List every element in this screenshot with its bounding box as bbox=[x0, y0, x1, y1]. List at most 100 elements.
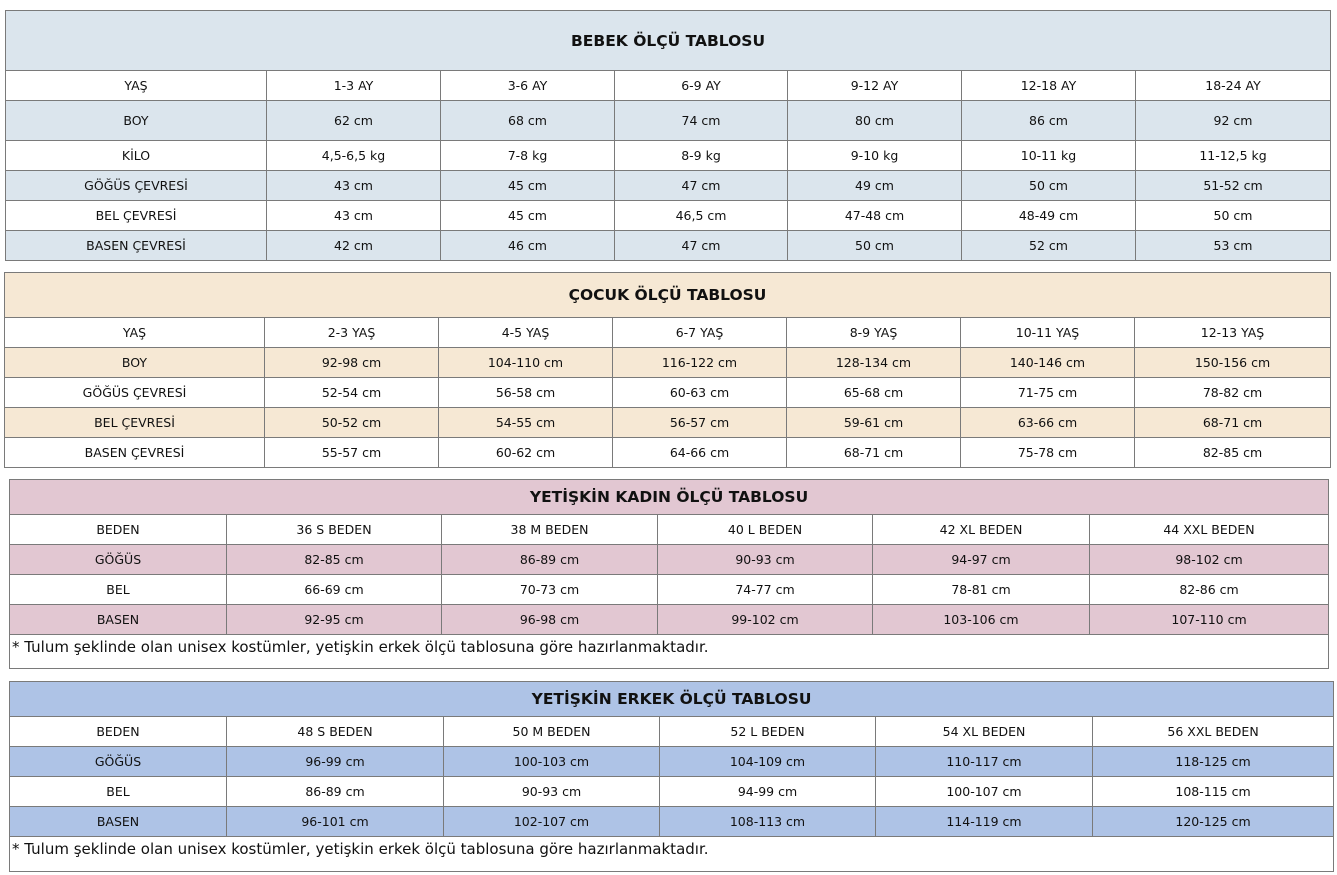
table-cell: 86-89 cm bbox=[226, 776, 444, 807]
column-header: 40 L BEDEN bbox=[657, 514, 873, 545]
table-cell: 56-58 cm bbox=[438, 377, 613, 408]
table-row: BEL 66-69 cm 70-73 cm 74-77 cm 78-81 cm 82-86… bbox=[9, 574, 1330, 605]
table-cell: 47 cm bbox=[614, 230, 788, 261]
table-title: BEBEK ÖLÇÜ TABLOSU bbox=[4, 10, 1332, 71]
table-cell: 8-9 kg bbox=[614, 140, 788, 171]
column-header: 18-24 AY bbox=[1134, 70, 1332, 101]
table-cell: 90-93 cm bbox=[443, 776, 660, 807]
table-cell: 46,5 cm bbox=[614, 200, 788, 231]
row-label: BASEN ÇEVRESİ bbox=[4, 437, 265, 468]
table-cell: 82-86 cm bbox=[1088, 574, 1330, 605]
column-header: 52 L BEDEN bbox=[659, 716, 876, 747]
table-cell: 86 cm bbox=[961, 100, 1136, 141]
table-cell: 70-73 cm bbox=[441, 574, 658, 605]
table-row: BEL ÇEVRESİ 50-52 cm 54-55 cm 56-57 cm 59-61… bbox=[4, 407, 1332, 438]
table-cell: 45 cm bbox=[440, 170, 615, 201]
table-cell: 10-11 kg bbox=[961, 140, 1136, 171]
table-cell: 96-98 cm bbox=[441, 604, 658, 635]
table-cell: 75-78 cm bbox=[960, 437, 1135, 468]
column-header: 38 M BEDEN bbox=[441, 514, 658, 545]
table-title: ÇOCUK ÖLÇÜ TABLOSU bbox=[3, 272, 1332, 318]
header-row: YAŞ 1-3 AY 3-6 AY 6-9 AY 9-12 AY 12-18 AY 18-2… bbox=[5, 70, 1332, 101]
table-cell: 102-107 cm bbox=[443, 806, 660, 837]
table-cell: 74 cm bbox=[614, 100, 788, 141]
table-cell: 46 cm bbox=[440, 230, 615, 261]
table-note: * Tulum şeklinde olan unisex kostümler, … bbox=[8, 634, 1330, 669]
table-cell: 45 cm bbox=[440, 200, 615, 231]
column-header: BEDEN bbox=[9, 514, 227, 545]
table-cell: 68 cm bbox=[440, 100, 615, 141]
table-row: BEL 86-89 cm 90-93 cm 94-99 cm 100-107 cm 108… bbox=[9, 776, 1335, 807]
column-header: 3-6 AY bbox=[440, 70, 615, 101]
table-cell: 78-82 cm bbox=[1133, 377, 1332, 408]
table-cell: 94-97 cm bbox=[872, 544, 1090, 575]
column-header: 56 XXL BEDEN bbox=[1091, 716, 1335, 747]
table-row: GÖĞÜS 82-85 cm 86-89 cm 90-93 cm 94-97 cm 98-… bbox=[9, 544, 1330, 575]
row-label: BASEN bbox=[9, 604, 227, 635]
table-cell: 107-110 cm bbox=[1088, 604, 1330, 635]
header-row: YAŞ 2-3 YAŞ 4-5 YAŞ 6-7 YAŞ 8-9 YAŞ 10-11 YAŞ… bbox=[4, 317, 1332, 348]
table-cell: 94-99 cm bbox=[659, 776, 876, 807]
table-cell: 92-95 cm bbox=[226, 604, 442, 635]
column-header: YAŞ bbox=[5, 70, 267, 101]
column-header: 48 S BEDEN bbox=[226, 716, 444, 747]
erkek-size-table: YETİŞKİN ERKEK ÖLÇÜ TABLOSU BEDEN 48 S BED… bbox=[8, 681, 1335, 872]
table-cell: 66-69 cm bbox=[226, 574, 442, 605]
table-cell: 96-99 cm bbox=[226, 746, 444, 777]
table-cell: 65-68 cm bbox=[786, 377, 961, 408]
table-cell: 53 cm bbox=[1134, 230, 1332, 261]
column-header: BEDEN bbox=[9, 716, 227, 747]
table-row: KİLO 4,5-6,5 kg 7-8 kg 8-9 kg 9-10 kg 10-11 k… bbox=[5, 140, 1332, 171]
table-cell: 110-117 cm bbox=[875, 746, 1093, 777]
header-row: BEDEN 36 S BEDEN 38 M BEDEN 40 L BEDEN 42 XL… bbox=[9, 514, 1330, 545]
row-label: BEL ÇEVRESİ bbox=[4, 407, 265, 438]
row-label: BEL ÇEVRESİ bbox=[5, 200, 267, 231]
bebek-size-table: BEBEK ÖLÇÜ TABLOSU YAŞ 1-3 AY 3-6 AY 6-9 AY 9… bbox=[4, 10, 1332, 261]
table-cell: 68-71 cm bbox=[1133, 407, 1332, 438]
table-cell: 9-10 kg bbox=[787, 140, 962, 171]
column-header: 12-18 AY bbox=[961, 70, 1136, 101]
row-label: GÖĞÜS ÇEVRESİ bbox=[5, 170, 267, 201]
table-cell: 60-63 cm bbox=[612, 377, 787, 408]
table-title: YETİŞKİN ERKEK ÖLÇÜ TABLOSU bbox=[8, 681, 1335, 717]
table-cell: 62 cm bbox=[266, 100, 441, 141]
table-cell: 52 cm bbox=[961, 230, 1136, 261]
table-cell: 50 cm bbox=[787, 230, 962, 261]
table-row: GÖĞÜS ÇEVRESİ 52-54 cm 56-58 cm 60-63 cm 65-… bbox=[4, 377, 1332, 408]
column-header: 36 S BEDEN bbox=[226, 514, 442, 545]
table-cell: 63-66 cm bbox=[960, 407, 1135, 438]
table-cell: 86-89 cm bbox=[441, 544, 658, 575]
column-header: 4-5 YAŞ bbox=[438, 317, 613, 348]
row-label: BASEN bbox=[9, 806, 227, 837]
table-cell: 100-107 cm bbox=[875, 776, 1093, 807]
table-cell: 7-8 kg bbox=[440, 140, 615, 171]
table-row: BASEN ÇEVRESİ 42 cm 46 cm 47 cm 50 cm 52 cm 53… bbox=[5, 230, 1332, 261]
column-header: 50 M BEDEN bbox=[443, 716, 660, 747]
table-cell: 54-55 cm bbox=[438, 407, 613, 438]
table-cell: 42 cm bbox=[266, 230, 441, 261]
table-cell: 50 cm bbox=[961, 170, 1136, 201]
table-cell: 50-52 cm bbox=[264, 407, 439, 438]
column-header: 2-3 YAŞ bbox=[264, 317, 439, 348]
table-cell: 71-75 cm bbox=[960, 377, 1135, 408]
table-cell: 64-66 cm bbox=[612, 437, 787, 468]
table-cell: 78-81 cm bbox=[872, 574, 1090, 605]
row-label: GÖĞÜS bbox=[9, 746, 227, 777]
row-label: BEL bbox=[9, 776, 227, 807]
table-cell: 96-101 cm bbox=[226, 806, 444, 837]
table-cell: 92-98 cm bbox=[264, 347, 439, 378]
column-header: 6-7 YAŞ bbox=[612, 317, 787, 348]
table-cell: 99-102 cm bbox=[657, 604, 873, 635]
table-cell: 82-85 cm bbox=[1133, 437, 1332, 468]
table-cell: 80 cm bbox=[787, 100, 962, 141]
table-cell: 103-106 cm bbox=[872, 604, 1090, 635]
row-label: GÖĞÜS ÇEVRESİ bbox=[4, 377, 265, 408]
table-row: GÖĞÜS ÇEVRESİ 43 cm 45 cm 47 cm 49 cm 50 cm 51… bbox=[5, 170, 1332, 201]
table-cell: 108-113 cm bbox=[659, 806, 876, 837]
table-cell: 55-57 cm bbox=[264, 437, 439, 468]
table-note: * Tulum şeklinde olan unisex kostümler, … bbox=[8, 836, 1335, 872]
row-label: GÖĞÜS bbox=[9, 544, 227, 575]
table-row: BOY 62 cm 68 cm 74 cm 80 cm 86 cm 92 cm bbox=[5, 100, 1332, 141]
table-cell: 59-61 cm bbox=[786, 407, 961, 438]
table-title: YETİŞKİN KADIN ÖLÇÜ TABLOSU bbox=[8, 479, 1330, 515]
